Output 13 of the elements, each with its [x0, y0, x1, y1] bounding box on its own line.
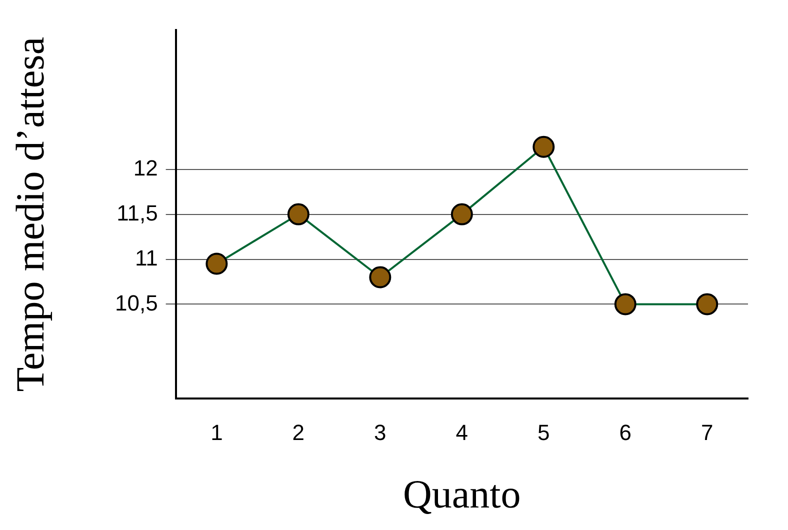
x-tick-label: 5: [538, 420, 550, 445]
y-axis-title: Tempo medio d’attesa: [8, 36, 52, 392]
y-tick-label: 11: [134, 245, 158, 270]
y-tick-label: 12: [133, 155, 158, 180]
x-tick-label: 7: [701, 420, 714, 445]
x-tick-label: 4: [456, 420, 468, 445]
y-tick-label: 10,5: [114, 290, 158, 316]
x-tick-label: 1: [210, 420, 223, 445]
x-axis-title: Quanto: [403, 472, 521, 516]
x-tick-label: 2: [292, 420, 305, 445]
x-tick-label: 6: [619, 420, 632, 445]
x-tick-label: 3: [374, 420, 386, 445]
y-tick-label: 11,5: [116, 200, 158, 226]
